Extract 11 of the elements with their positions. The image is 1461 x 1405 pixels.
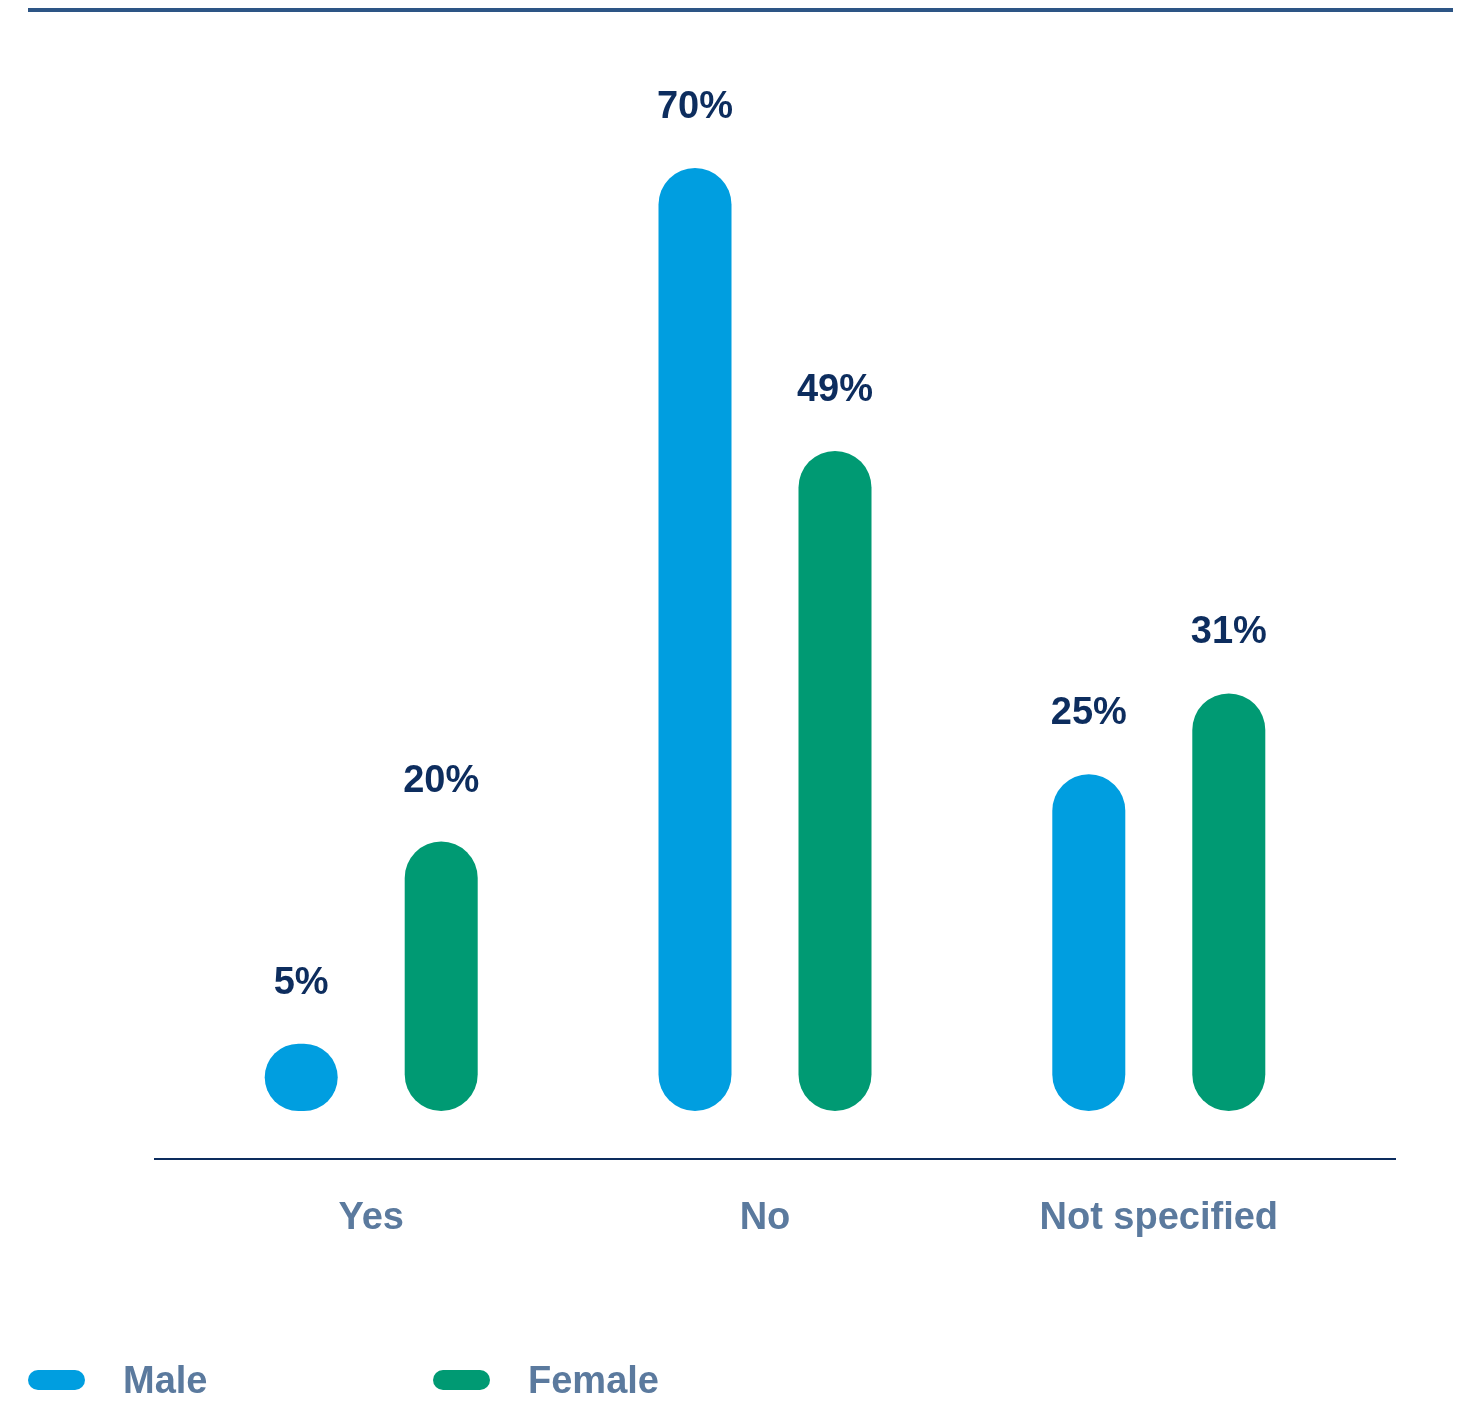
data-label: 25% (1050, 690, 1127, 733)
data-label: 5% (273, 959, 329, 1002)
data-label: 49% (796, 366, 874, 409)
data-label: 20% (403, 757, 480, 800)
data-label: 70% (656, 84, 734, 126)
legend-label: Male (123, 1359, 208, 1401)
x-tick-label: No (739, 1195, 791, 1237)
x-tick-label: Not specified (1039, 1195, 1279, 1237)
data-label: 31% (1190, 609, 1267, 652)
legend-label: Female (528, 1359, 659, 1401)
x-tick-label: Yes (338, 1195, 404, 1237)
